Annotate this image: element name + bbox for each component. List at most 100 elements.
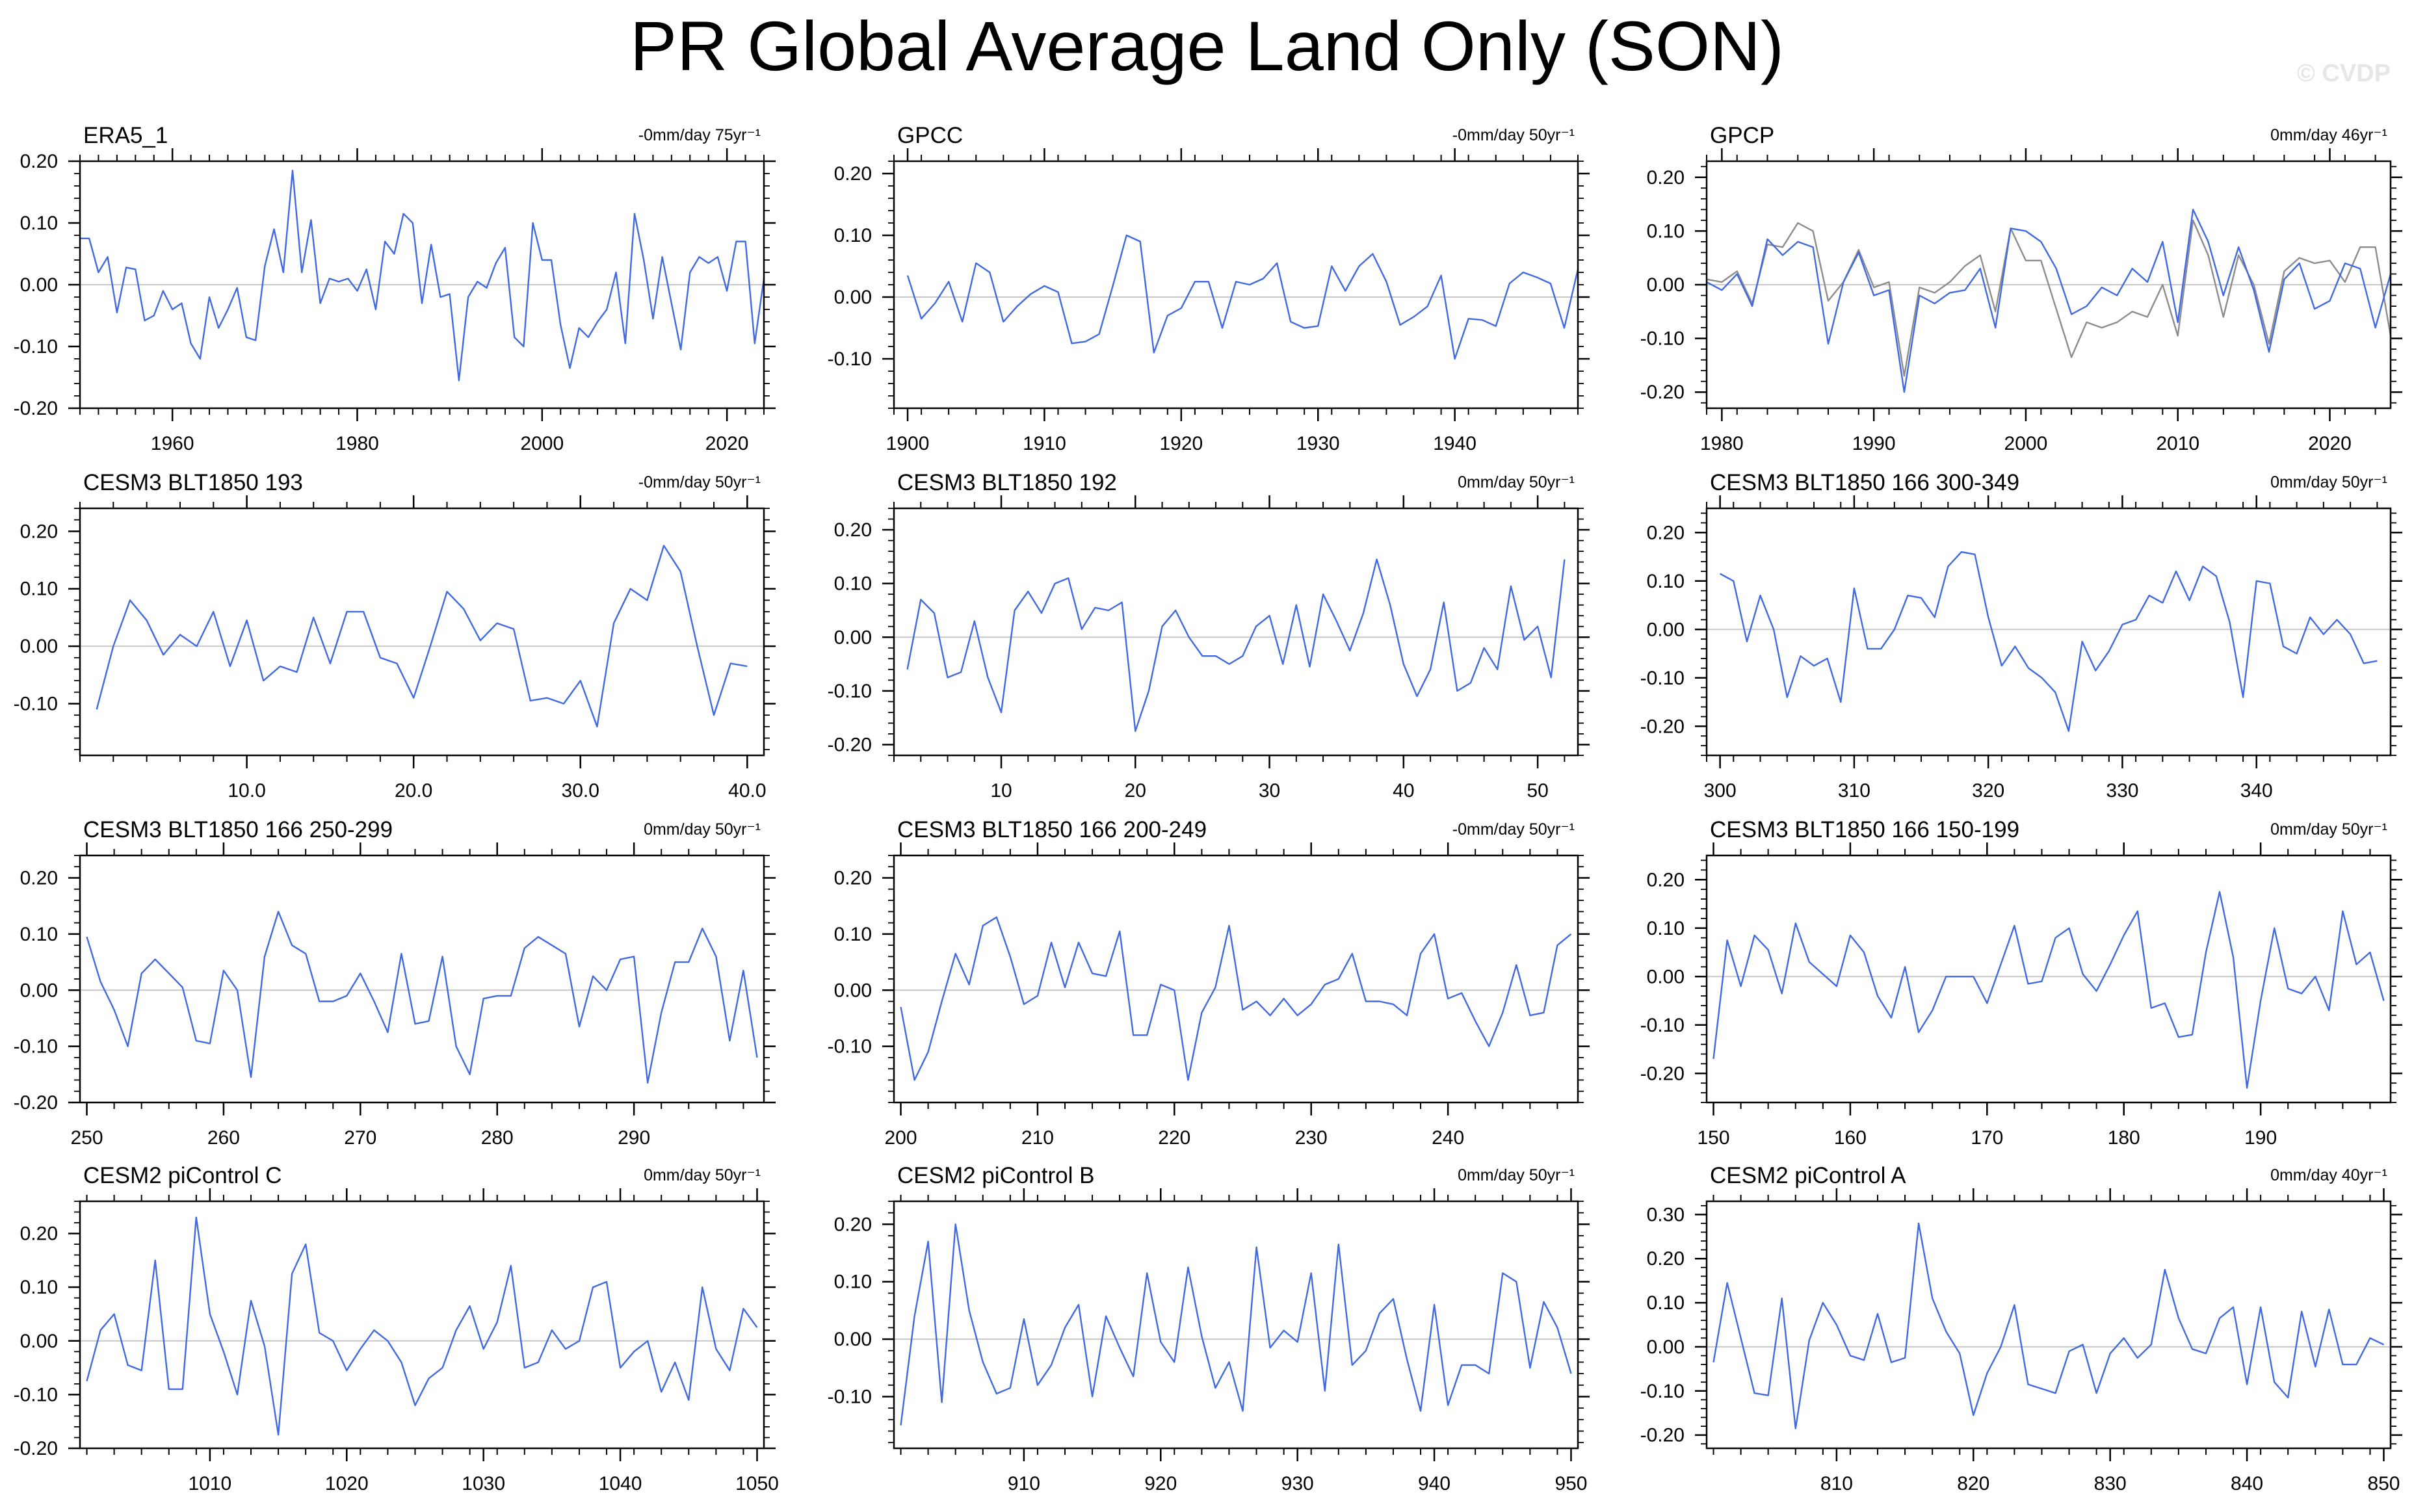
trend-label: 0mm/day 50yr⁻¹ [1458,473,1575,491]
y-tick-label: 0.10 [834,1271,872,1293]
series-line-0 [80,170,765,382]
y-tick-label: -0.20 [1640,1063,1685,1084]
panel-6: 250 260 270 280 290 -0.20 -0.10 0.00 0.10 0.20 CES… [14,817,776,1149]
x-tick-label: 850 [2367,1473,2400,1494]
y-tick-label: 0.00 [1647,274,1685,296]
x-tick-label: 320 [1972,780,2004,802]
x-tick-label: 230 [1295,1127,1328,1149]
x-tick-label: 1990 [1852,433,1896,454]
x-tick-label: 2000 [520,433,564,454]
panel-title: CESM3 BLT1850 166 300-349 [1710,470,2019,495]
series-line-0 [86,1216,758,1436]
x-tick-label: 1050 [735,1473,779,1494]
x-tick-label: 1940 [1433,433,1476,454]
panel-title: CESM3 BLT1850 193 [83,470,303,495]
panel-5: 300 310 320 330 340 -0.20 -0.10 0.00 0.10 0.20 CES… [1640,470,2402,802]
y-tick-label: 0.10 [1647,1292,1685,1314]
x-tick-label: 1930 [1296,433,1340,454]
y-tick-label: -0.10 [14,336,58,358]
trend-label: 0mm/day 50yr⁻¹ [2270,820,2387,839]
y-tick-label: 0.00 [834,980,872,1001]
x-tick-label: 310 [1838,780,1870,802]
x-tick-label: 910 [1008,1473,1040,1494]
x-tick-label: 930 [1281,1473,1314,1494]
panel-title: ERA5_1 [83,123,168,148]
y-tick-label: -0.10 [1640,1381,1685,1402]
plot-frame [893,160,1579,410]
trend-label: 0mm/day 50yr⁻¹ [644,820,761,839]
y-tick-label: -0.10 [828,1386,872,1407]
y-tick-label: -0.10 [1640,328,1685,350]
x-tick-label: 1920 [1159,433,1203,454]
y-tick-label: 0.00 [834,627,872,648]
x-tick-label: 330 [2106,780,2138,802]
x-tick-label: 170 [1971,1127,2003,1149]
x-tick-label: 940 [1418,1473,1450,1494]
x-tick-label: 10 [990,780,1012,802]
series-line-0 [1712,1222,2385,1429]
x-tick-label: 1040 [599,1473,642,1494]
x-tick-label: 300 [1704,780,1737,802]
x-tick-label: 920 [1144,1473,1177,1494]
x-tick-label: 210 [1021,1127,1054,1149]
panel-title: GPCC [897,123,963,148]
x-tick-label: 20 [1125,780,1146,802]
trend-label: -0mm/day 75yr⁻¹ [638,126,761,144]
panel-title: CESM3 BLT1850 166 200-249 [897,817,1207,842]
y-tick-label: 0.20 [20,151,58,172]
y-tick-label: 0.00 [1647,619,1685,640]
x-tick-label: 340 [2240,780,2273,802]
x-tick-label: 2000 [2004,433,2048,454]
x-tick-label: 270 [344,1127,376,1149]
x-tick-label: 2020 [705,433,749,454]
x-tick-label: 2020 [2308,433,2352,454]
panel-title: CESM2 piControl C [83,1163,282,1188]
y-tick-label: 0.20 [1647,167,1685,189]
series-line-0 [900,916,1572,1081]
trend-label: -0mm/day 50yr⁻¹ [1452,126,1575,144]
trend-label: 0mm/day 50yr⁻¹ [644,1166,761,1184]
panel-title: CESM2 piControl A [1710,1163,1906,1188]
cvdp-watermark: © CVDP [2296,60,2391,87]
y-tick-label: 0.20 [1647,869,1685,891]
x-tick-label: 1980 [335,433,379,454]
series-line-0 [1706,209,2392,393]
x-tick-label: 840 [2231,1473,2263,1494]
series-line-0 [1712,891,2385,1089]
y-tick-label: 0.20 [834,1214,872,1235]
x-tick-label: 810 [1820,1473,1853,1494]
x-tick-label: 1020 [325,1473,369,1494]
y-tick-label: 0.20 [1647,522,1685,543]
x-tick-label: 180 [2108,1127,2140,1149]
y-tick-label: 0.10 [20,924,58,945]
y-tick-label: 0.20 [834,519,872,541]
plot-frame [79,1200,765,1450]
y-tick-label: 0.20 [834,163,872,185]
y-tick-label: 0.10 [834,225,872,246]
y-tick-label: 0.10 [834,924,872,945]
x-tick-label: 1010 [189,1473,232,1494]
x-tick-label: 1960 [151,433,194,454]
trend-label: -0mm/day 50yr⁻¹ [638,473,761,491]
plot-frame [79,507,765,757]
x-tick-label: 10.0 [228,780,265,802]
y-tick-label: 0.00 [1647,1336,1685,1358]
y-tick-label: -0.20 [14,398,58,419]
panel-title: CESM3 BLT1850 192 [897,470,1117,495]
panel-title: CESM3 BLT1850 166 150-199 [1710,817,2019,842]
y-tick-label: 0.10 [20,579,58,600]
x-tick-label: 250 [70,1127,103,1149]
series-line-0 [906,558,1566,733]
y-tick-label: 0.20 [1647,1248,1685,1270]
plot-frame [1705,1200,2392,1450]
y-tick-label: -0.10 [828,1036,872,1058]
x-tick-label: 1910 [1023,433,1066,454]
x-tick-label: 200 [884,1127,917,1149]
plot-frame [893,1200,1579,1450]
x-tick-label: 1980 [1700,433,1744,454]
y-tick-label: -0.10 [828,681,872,702]
trend-label: 0mm/day 46yr⁻¹ [2270,126,2387,144]
y-tick-label: 0.00 [20,274,58,296]
panel-title: GPCP [1710,123,1774,148]
x-tick-label: 820 [1957,1473,1989,1494]
